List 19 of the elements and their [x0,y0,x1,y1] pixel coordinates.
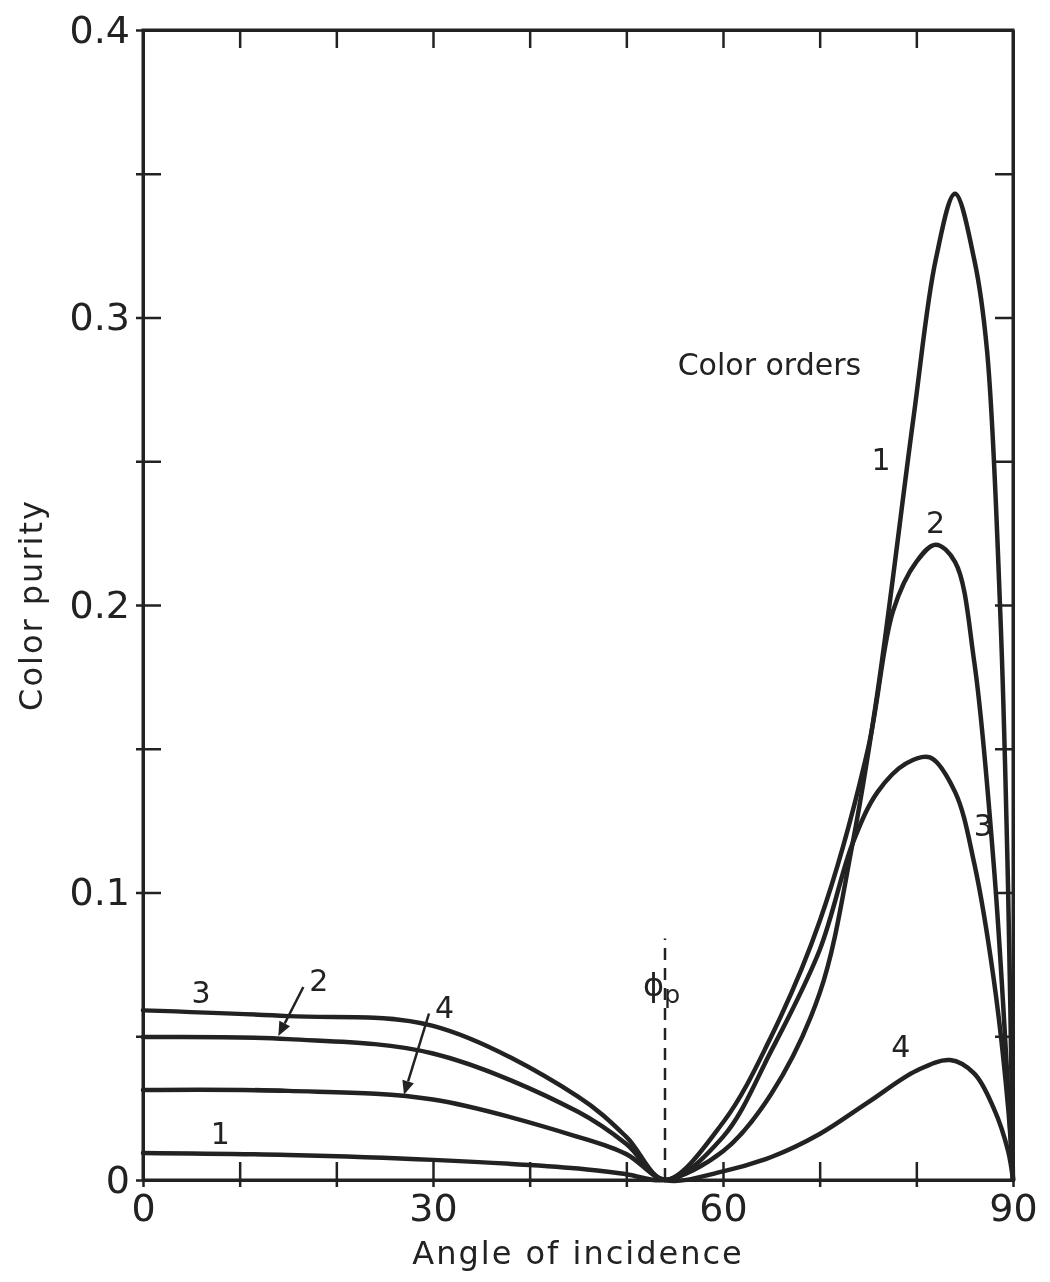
series-label: 4 [891,1028,911,1064]
x-tick-label: 60 [699,1185,748,1230]
x-tick-label: 90 [989,1185,1038,1230]
series-label: 1 [210,1116,230,1152]
x-tick-label: 30 [409,1185,458,1230]
text: 1 [871,441,891,477]
ref-line-label: ϕ$_{p}$ [643,966,681,1009]
y-axis-title: Color purity [12,499,50,711]
annotation: Color orders [677,347,862,382]
text: 2 [309,963,329,999]
y-tick-label: 0.1 [69,870,130,915]
y-tick-label: 0.2 [69,582,130,627]
y-tick-label: 0 [105,1157,130,1202]
series-label: 3 [191,974,211,1010]
text: 4 [435,989,455,1025]
y-tick-label: 0.3 [69,295,130,340]
series-label: 2 [926,504,946,540]
y-tick-label: 0.4 [69,7,130,52]
x-axis-title: Angle of incidence [412,1234,744,1272]
